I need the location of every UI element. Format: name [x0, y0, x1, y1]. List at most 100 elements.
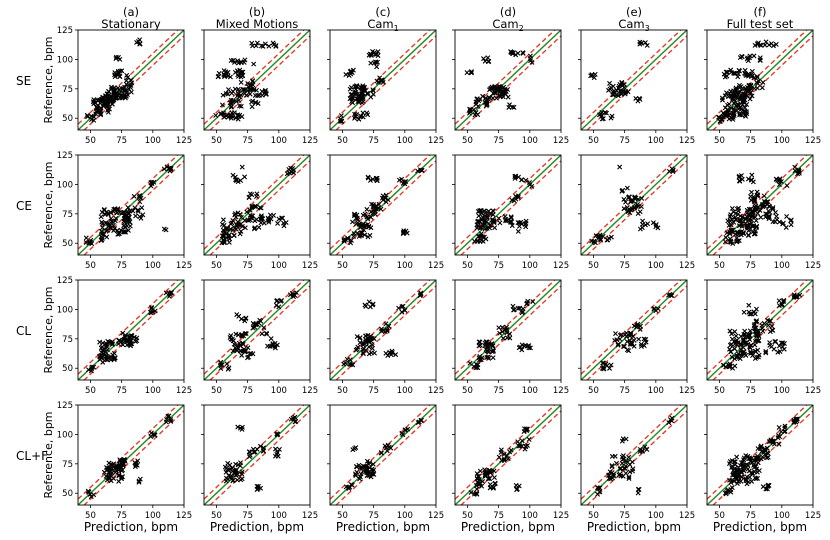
data-point [734, 454, 740, 460]
data-point [219, 233, 225, 239]
data-point [757, 446, 763, 452]
data-point [360, 90, 366, 96]
data-point [149, 305, 155, 311]
column-letter: (c) [375, 5, 390, 19]
data-point [507, 331, 513, 337]
data-point [467, 360, 473, 366]
data-point [259, 331, 265, 337]
data-point [729, 216, 735, 222]
data-point [733, 339, 739, 345]
data-point [731, 219, 737, 225]
data-point [601, 366, 607, 372]
x-tick-label: 100 [774, 511, 790, 521]
data-point [401, 229, 407, 235]
data-point [363, 222, 369, 228]
data-point [254, 40, 260, 46]
x-tick-label: 50 [462, 261, 473, 271]
data-point [722, 74, 728, 80]
data-point [755, 347, 761, 353]
data-point [116, 478, 122, 484]
data-point [239, 164, 245, 170]
data-point [222, 230, 228, 236]
data-point [759, 85, 765, 91]
data-point [101, 469, 107, 475]
data-point [737, 55, 743, 61]
scatter-panel: 50 75 100 125 [327, 279, 444, 396]
data-point [107, 472, 113, 478]
data-point [598, 237, 604, 243]
data-point [466, 110, 472, 116]
data-point [747, 311, 753, 317]
data-point [501, 457, 507, 463]
data-point [103, 353, 109, 359]
data-point [766, 42, 772, 48]
data-point [245, 88, 251, 94]
data-point [631, 195, 637, 201]
data-point [104, 91, 110, 97]
panel-frame [329, 154, 437, 256]
data-point [474, 475, 480, 481]
scatter-panel: 50 75 100 125 [578, 279, 695, 396]
data-point [515, 228, 521, 234]
data-point [742, 70, 748, 76]
data-point [626, 474, 632, 480]
data-point [268, 336, 274, 342]
data-point [168, 290, 174, 296]
data-point [291, 294, 297, 300]
data-point [748, 350, 754, 356]
data-point [723, 235, 729, 241]
data-point [735, 211, 741, 217]
data-point [732, 329, 738, 335]
data-point [356, 116, 362, 122]
x-tick-label: 125 [176, 511, 192, 521]
data-point [375, 49, 381, 55]
data-point [474, 225, 480, 231]
data-point [727, 346, 733, 352]
x-tick-label: 100 [522, 386, 538, 396]
data-point [630, 466, 636, 472]
data-point [491, 84, 497, 90]
data-point [784, 183, 790, 189]
data-point [83, 235, 89, 241]
y-tick-label: 75 [62, 335, 73, 345]
data-point [341, 237, 347, 243]
data-point [744, 481, 750, 487]
x-tick-label: 75 [242, 261, 253, 271]
data-point [105, 475, 111, 481]
data-point [364, 214, 370, 220]
data-point [350, 447, 356, 453]
data-point [743, 478, 749, 484]
data-point [727, 361, 733, 367]
data-point [226, 365, 232, 371]
data-point [252, 92, 258, 98]
data-point [781, 299, 786, 305]
data-point [783, 224, 789, 230]
data-point [496, 84, 502, 90]
x-tick-label: 75 [493, 386, 504, 396]
data-point [642, 40, 648, 46]
scatter-panel: 50 75 100 125 [578, 29, 695, 146]
tolerance-line [581, 30, 682, 125]
data-point [491, 468, 497, 474]
data-point [115, 341, 121, 347]
scatter-panel: 50 75 100 125 50 75 100 125 [57, 26, 192, 146]
data-point [349, 219, 355, 225]
x-tick-label: 100 [271, 136, 287, 146]
data-point [468, 489, 474, 495]
data-point [350, 362, 356, 368]
scatter-panel: 50 75 100 125 [452, 404, 569, 521]
data-point [91, 97, 97, 103]
tolerance-line [330, 30, 431, 125]
column-letter: (b) [249, 5, 265, 19]
data-point [490, 212, 496, 218]
data-point [748, 342, 754, 348]
data-point [742, 105, 748, 111]
data-point [526, 436, 532, 442]
data-point [138, 215, 144, 221]
data-point [729, 485, 735, 491]
panel-frame [77, 154, 185, 256]
data-point [636, 95, 642, 101]
x-tick-label: 50 [337, 386, 348, 396]
data-point [749, 350, 755, 356]
x-tick-label: 100 [648, 136, 664, 146]
